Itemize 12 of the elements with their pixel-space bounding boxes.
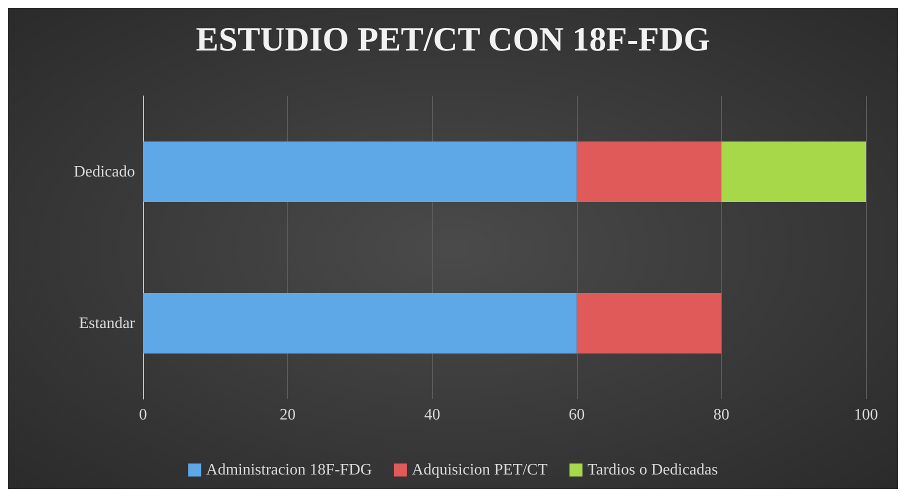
legend-label: Tardios o Dedicadas xyxy=(587,462,718,478)
legend-label: Adquisicion PET/CT xyxy=(412,462,548,478)
y-tick-label: Estandar xyxy=(79,314,136,332)
chart-title: ESTUDIO PET/CT CON 18F-FDG xyxy=(196,22,710,58)
x-tick-label: 60 xyxy=(568,406,585,424)
x-tick-label: 20 xyxy=(280,406,296,424)
x-tick-label: 100 xyxy=(854,406,878,424)
x-tick-label: 80 xyxy=(713,406,730,424)
legend-label: Administracion 18F-FDG xyxy=(206,462,372,478)
x-tick-label: 40 xyxy=(424,406,440,424)
x-tick-label: 0 xyxy=(139,406,147,424)
y-tick-label: Dedicado xyxy=(74,163,135,180)
